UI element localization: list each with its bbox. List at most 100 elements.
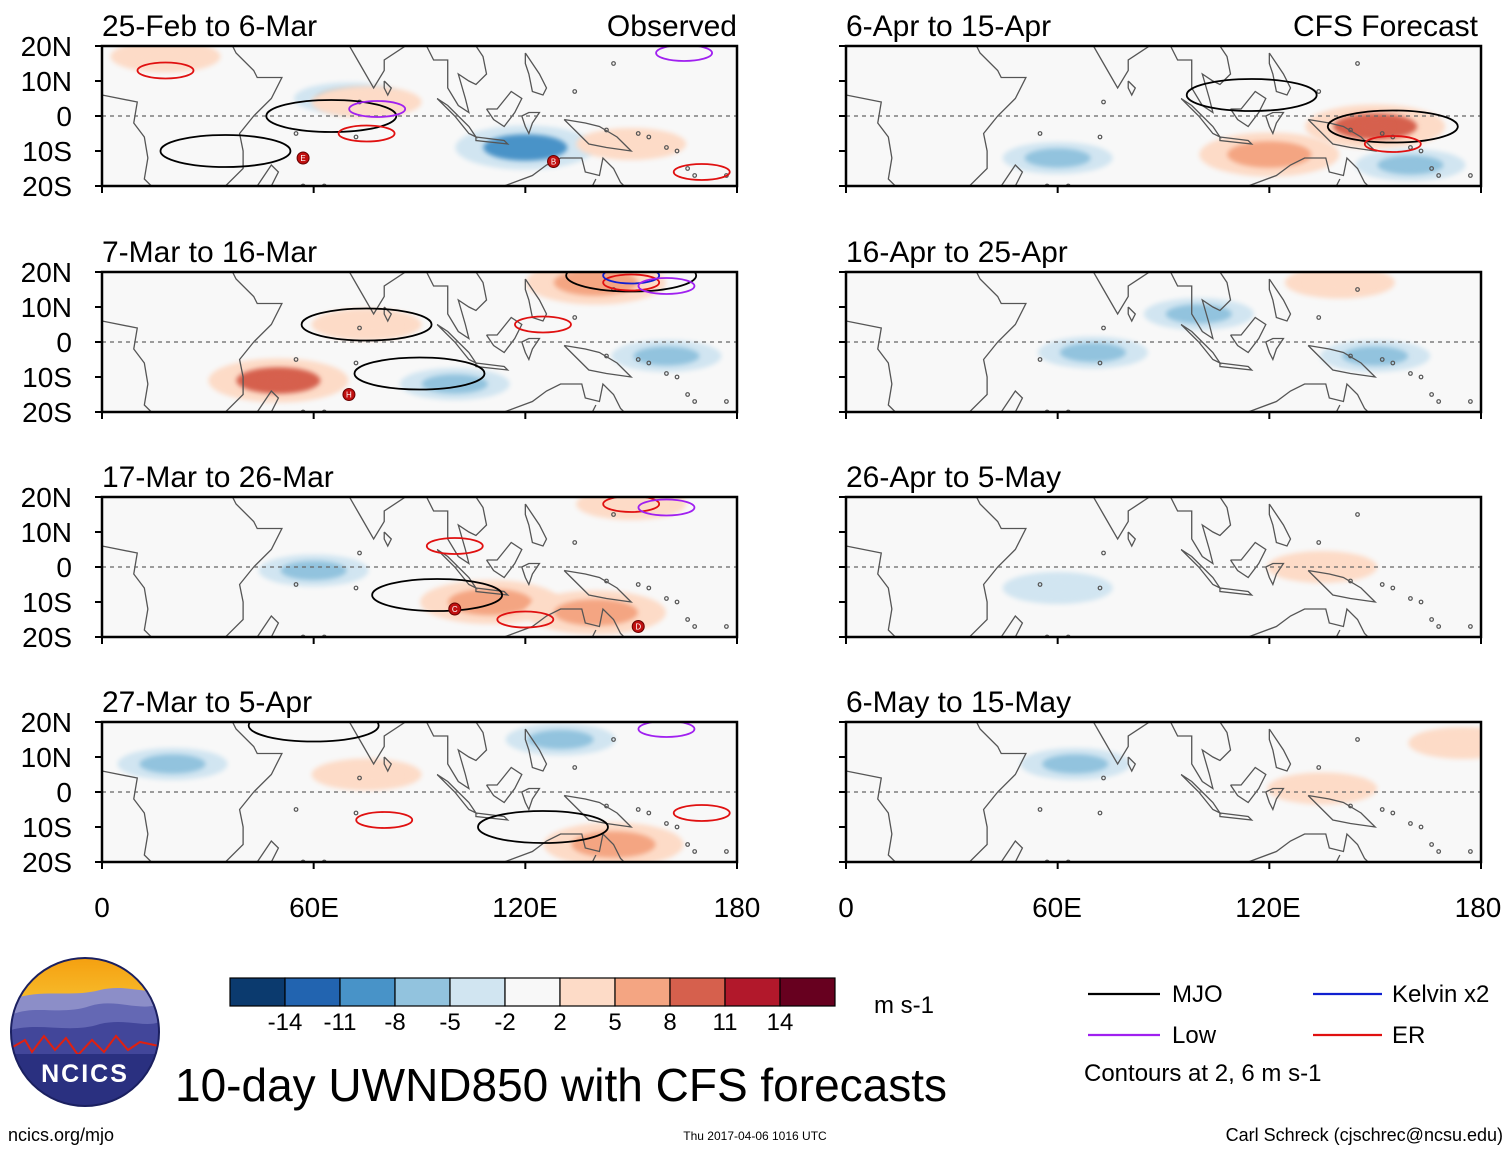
colorbar-label: -8 [384,1009,405,1036]
island [357,550,362,556]
wind-anomaly-core [421,374,488,394]
colorbar-swatch [229,977,286,1007]
colorbar-swatch [614,977,671,1007]
wind-anomaly-core [633,346,700,366]
coastline [1000,839,1024,862]
wind-anomaly-core [1377,155,1444,175]
island [1037,357,1043,362]
wind-anomaly-core [139,754,206,774]
column-header-forecast: CFS Forecast [1293,10,1479,43]
coastline [425,46,488,114]
coastline [1307,344,1378,378]
wave-contour [1363,135,1422,153]
island [635,357,641,362]
coastline [969,272,1027,412]
y-tick-label: 20N [21,707,72,738]
logo-text: NCICS [41,1060,129,1088]
y-tick-label: 20S [22,171,72,202]
wind-anomaly-core [1342,346,1409,366]
coastline [485,316,523,354]
coastline [525,722,527,723]
wind-anomaly-peak [1357,118,1393,135]
coastline [1265,337,1285,362]
island [1390,810,1396,816]
coastline [256,614,280,637]
colorbar-label: -2 [494,1009,515,1036]
wave-contour [247,722,380,743]
island [604,578,609,584]
wave-contour [565,272,698,293]
island [321,634,327,637]
wave-contour [602,272,661,285]
y-tick-label: 10S [22,812,72,843]
island [353,360,359,366]
panel-period-title: 16-Apr to 25-Apr [846,236,1068,269]
island [293,582,299,587]
island [1097,810,1103,816]
map-panel: H 20N 10N 0 10S 20S 7-Mar to 16-Mar [21,236,739,428]
wind-anomaly-core [527,729,594,750]
island [1316,540,1322,545]
wind-anomaly-core [132,46,199,67]
coastline [383,306,393,323]
colorbar: -14 -11 -8 -5 -2 2 5 8 11 14 [229,977,836,1036]
wave-contour [300,307,433,342]
island [1426,414,1430,418]
map-panel: 20N 10N 0 10S 20S 27-Mar to 5-Apr [21,686,739,878]
island [1468,173,1473,178]
island [692,624,698,629]
island [692,849,698,854]
wind-anomaly-core [553,599,638,626]
panel-period-title: 17-Mar to 26-Mar [102,461,334,494]
island [1348,127,1353,133]
colorbar-units: m s-1 [874,992,934,1019]
coastline [225,497,283,637]
wave-contour [602,497,661,513]
coastline [1047,46,1151,90]
coastline [1229,541,1267,579]
island [724,624,729,629]
coastline [1268,503,1292,547]
map-panel: 6-Apr to 15-Apr [839,10,1483,193]
contour-note: Contours at 2, 6 m s-1 [1084,1060,1321,1087]
island [664,371,669,376]
coastline [563,118,634,152]
island [1390,585,1396,591]
x-tick-label: 0 [94,892,110,923]
figure-title: 10-day UWND850 with CFS forecasts [175,1059,947,1111]
wave-contour [353,356,486,391]
island [1429,166,1435,171]
coastline [225,272,283,412]
coastline [521,562,541,587]
island [646,810,652,816]
coastline [1247,832,1369,862]
cyclone-label: C [452,605,458,614]
island [724,399,729,404]
column-header-observed: Observed [607,10,737,43]
island [692,173,698,178]
colorbar-label: -11 [324,1009,357,1036]
coastline [1307,794,1378,828]
island [635,131,641,136]
coastline [524,728,548,772]
coastline [1169,497,1232,565]
coastline [521,787,541,812]
island [1379,807,1385,812]
island [685,392,691,397]
ncics-logo: NCICS [10,957,160,1107]
colorbar-swatch [724,977,781,1007]
coastline [1268,728,1292,772]
colorbar-swatch [559,977,616,1007]
island [1379,357,1385,362]
panel-period-title: 6-Apr to 15-Apr [846,10,1051,43]
coastline [1047,497,1151,541]
coastline [1127,306,1137,323]
coastline [383,756,393,773]
wave-contour [637,498,696,517]
legend-label-kelvin: Kelvin x2 [1392,981,1489,1008]
wave-contour [337,124,396,143]
island [692,399,698,404]
wind-anomaly-core [1165,304,1232,324]
cyclone-label: H [346,391,352,400]
